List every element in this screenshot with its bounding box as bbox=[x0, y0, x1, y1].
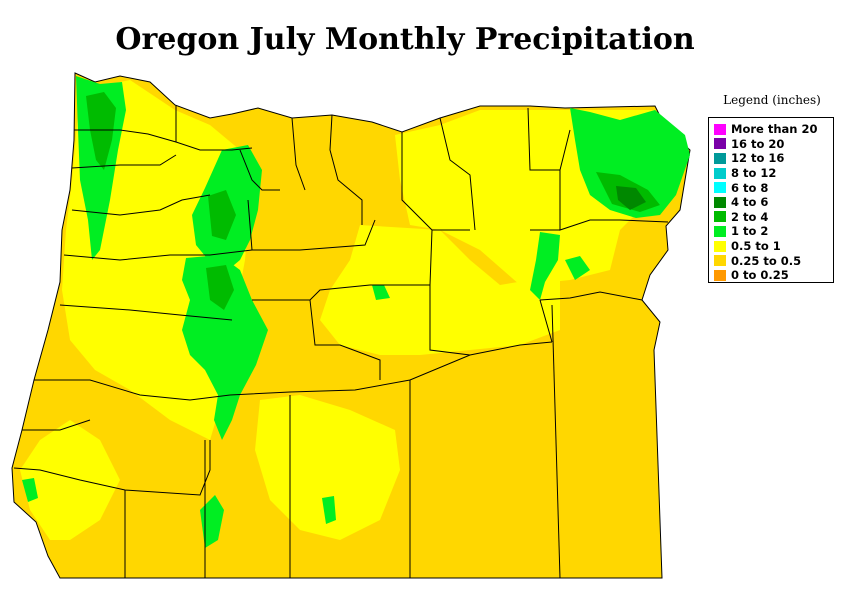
legend-label: 6 to 8 bbox=[731, 180, 769, 195]
legend-label: 8 to 12 bbox=[731, 166, 777, 181]
legend-swatch bbox=[714, 196, 726, 208]
legend-swatch bbox=[714, 152, 726, 164]
legend-label: More than 20 bbox=[731, 122, 818, 137]
precip-zone-4-to-6 bbox=[616, 186, 646, 210]
legend-label: 0 to 0.25 bbox=[731, 268, 789, 283]
legend-label: 0.25 to 0.5 bbox=[731, 253, 802, 268]
map-title: Oregon July Monthly Precipitation bbox=[115, 22, 695, 57]
legend-title: Legend (inches) bbox=[723, 93, 821, 107]
legend-swatch bbox=[714, 211, 726, 223]
legend-item: 0.25 to 0.5 bbox=[714, 253, 833, 268]
legend-label: 1 to 2 bbox=[731, 224, 769, 239]
legend-swatch bbox=[714, 269, 726, 281]
legend-item: 1 to 2 bbox=[714, 224, 833, 239]
legend-item: 16 to 20 bbox=[714, 137, 833, 152]
legend-swatch bbox=[714, 123, 726, 135]
legend-item: 0 to 0.25 bbox=[714, 268, 833, 283]
legend-label: 16 to 20 bbox=[731, 136, 785, 151]
legend-swatch bbox=[714, 138, 726, 150]
legend-item: 12 to 16 bbox=[714, 151, 833, 166]
legend-item: 6 to 8 bbox=[714, 180, 833, 195]
legend-swatch bbox=[714, 225, 726, 237]
legend-box: More than 20 16 to 20 12 to 16 8 to 12 6 to … bbox=[708, 117, 834, 283]
county-boundaries bbox=[13, 105, 669, 579]
legend-item: 8 to 12 bbox=[714, 166, 833, 181]
legend-swatch bbox=[714, 167, 726, 179]
legend-item: 2 to 4 bbox=[714, 210, 833, 225]
legend-item: More than 20 bbox=[714, 122, 833, 137]
legend-label: 2 to 4 bbox=[731, 209, 769, 224]
legend-label: 4 to 6 bbox=[731, 195, 769, 210]
legend-swatch bbox=[714, 182, 726, 194]
legend-label: 0.5 to 1 bbox=[731, 239, 781, 254]
legend-swatch bbox=[714, 255, 726, 267]
legend-swatch bbox=[714, 240, 726, 252]
legend-label: 12 to 16 bbox=[731, 151, 785, 166]
legend-item: 0.5 to 1 bbox=[714, 239, 833, 254]
legend-item: 4 to 6 bbox=[714, 195, 833, 210]
